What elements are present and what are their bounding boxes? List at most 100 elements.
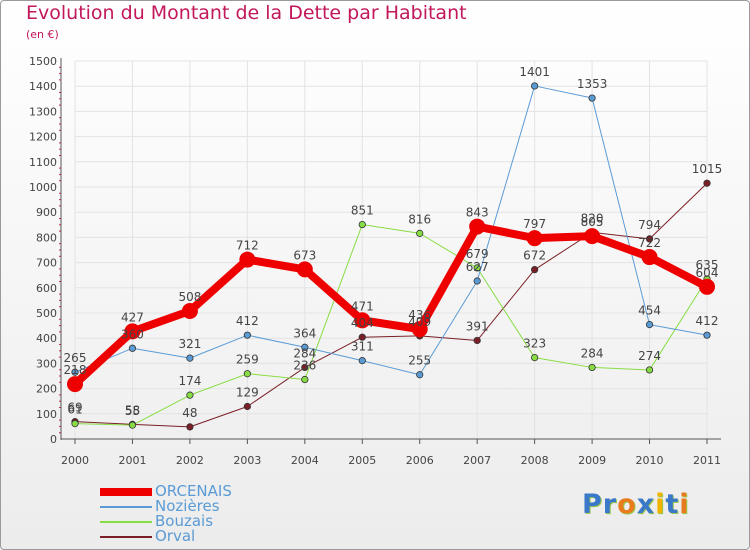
data-point-orcenais-2010 <box>641 249 658 266</box>
data-point-orcenais-2009 <box>584 228 601 245</box>
y-tick-label-800: 800 <box>36 231 57 244</box>
x-tick-label-2001: 2001 <box>118 454 146 467</box>
logo-letter: r <box>602 489 618 520</box>
chart-subtitle: (en €) <box>26 28 59 41</box>
y-tick-label-400: 400 <box>36 332 57 345</box>
data-point-nozières-2005 <box>358 357 366 365</box>
data-label-orval-2011: 1015 <box>692 162 723 176</box>
data-point-bouzais-2008 <box>531 354 539 362</box>
y-tick-label-1200: 1200 <box>29 131 57 144</box>
data-label-orcenais-2008: 797 <box>523 217 546 231</box>
y-tick-label-500: 500 <box>36 307 57 320</box>
legend-swatch-nozieres <box>100 505 152 508</box>
x-tick-label-2004: 2004 <box>291 454 319 467</box>
chart-legend: ORCENAIS Nozières Bouzais Orval <box>100 484 232 544</box>
data-label-nozières-2008: 1401 <box>519 65 550 79</box>
data-point-orcenais-2004 <box>296 261 313 278</box>
data-point-orval-2004 <box>301 363 309 372</box>
legend-item-orcenais: ORCENAIS <box>100 484 232 499</box>
data-label-nozières-2000: 265 <box>64 351 87 365</box>
data-label-orcenais-2001: 427 <box>121 310 144 324</box>
data-point-bouzais-2007 <box>473 264 481 272</box>
data-label-orcenais-2007: 843 <box>466 206 489 220</box>
data-point-bouzais-2010 <box>645 366 654 374</box>
data-point-orcenais-2000 <box>67 376 83 393</box>
data-label-bouzais-2010: 274 <box>638 349 661 363</box>
data-label-orval-2000: 69 <box>67 401 82 415</box>
data-label-orcenais-2005: 471 <box>351 299 374 313</box>
x-tick-label-2009: 2009 <box>578 454 606 467</box>
data-point-orcenais-2001 <box>124 323 141 340</box>
data-label-orcenais-2004: 673 <box>293 248 316 262</box>
data-point-nozières-2009 <box>588 94 596 102</box>
series-line-orcenais <box>71 222 711 389</box>
data-label-nozières-2003: 412 <box>236 314 259 328</box>
y-tick-label-1300: 1300 <box>29 105 57 118</box>
data-point-bouzais-2004 <box>301 375 309 384</box>
data-label-orval-2005: 404 <box>351 316 374 330</box>
data-point-orval-2002 <box>186 423 194 431</box>
data-point-orcenais-2008 <box>526 230 543 247</box>
y-tick-label-600: 600 <box>36 282 57 295</box>
data-label-bouzais-2005: 851 <box>351 204 374 218</box>
data-point-bouzais-2006 <box>416 229 424 237</box>
data-label-bouzais-2007: 679 <box>466 247 489 261</box>
data-label-orcenais-2000: 218 <box>64 363 87 377</box>
x-tick-label-2010: 2010 <box>636 454 664 467</box>
data-label-nozières-2009: 1353 <box>577 77 608 91</box>
data-label-bouzais-2001: 55 <box>125 404 140 418</box>
data-point-orval-2003 <box>243 402 251 411</box>
x-tick-label-2008: 2008 <box>521 454 549 467</box>
chart-title: Evolution du Montant de la Dette par Hab… <box>26 2 467 24</box>
data-point-nozières-2001 <box>128 344 137 352</box>
data-point-nozières-2000 <box>71 368 79 376</box>
y-tick-label-0: 0 <box>50 433 57 446</box>
legend-label-nozieres: Nozières <box>155 497 220 515</box>
data-label-nozières-2011: 412 <box>696 314 719 328</box>
data-point-bouzais-2003 <box>243 370 251 378</box>
x-tick-label-2007: 2007 <box>463 454 491 467</box>
data-point-orval-2011 <box>703 179 711 187</box>
data-label-orval-2007: 391 <box>466 319 489 333</box>
data-point-bouzais-2000 <box>71 420 79 428</box>
data-point-orval-2010 <box>645 235 654 243</box>
data-label-bouzais-2011: 635 <box>696 258 719 272</box>
data-point-nozières-2010 <box>645 320 654 329</box>
data-label-orval-2009: 820 <box>581 211 604 225</box>
data-point-orcenais-2011 <box>699 278 715 295</box>
data-label-orval-2002: 48 <box>182 406 197 420</box>
y-tick-label-100: 100 <box>36 408 57 421</box>
series-line-bouzais <box>74 224 708 426</box>
data-label-orval-2004: 284 <box>293 346 316 360</box>
x-tick-label-2002: 2002 <box>176 454 204 467</box>
x-tick-label-2005: 2005 <box>348 454 376 467</box>
logo-letter: P <box>582 489 603 520</box>
y-tick-label-1000: 1000 <box>29 181 57 194</box>
data-label-orcenais-2011: 604 <box>696 266 719 280</box>
y-tick-label-1500: 1500 <box>29 55 57 68</box>
data-label-bouzais-2008: 323 <box>523 337 546 351</box>
data-point-nozières-2002 <box>186 354 194 362</box>
legend-item-orval: Orval <box>100 529 232 544</box>
legend-item-bouzais: Bouzais <box>100 514 232 529</box>
x-tick-label-2003: 2003 <box>233 454 261 467</box>
data-point-bouzais-2001 <box>128 421 137 429</box>
y-tick-label-300: 300 <box>36 357 57 370</box>
y-tick-label-1400: 1400 <box>29 80 57 93</box>
data-point-orcenais-2002 <box>181 302 198 319</box>
data-label-bouzais-2002: 174 <box>178 374 201 388</box>
data-label-orcenais-2006: 436 <box>408 308 431 322</box>
series-line-nozières <box>74 85 708 376</box>
data-label-nozières-2006: 255 <box>408 354 431 368</box>
data-point-orval-2008 <box>531 266 539 274</box>
data-point-bouzais-2009 <box>588 363 596 372</box>
logo-letter: i <box>679 489 690 520</box>
y-tick-label-900: 900 <box>36 206 57 219</box>
logo-letter: o <box>617 489 637 520</box>
legend-swatch-bouzais <box>100 520 152 523</box>
logo-letter: t <box>665 489 680 520</box>
data-label-bouzais-2004: 236 <box>293 359 316 373</box>
data-label-orval-2001: 58 <box>125 403 140 417</box>
data-point-bouzais-2005 <box>358 220 366 229</box>
